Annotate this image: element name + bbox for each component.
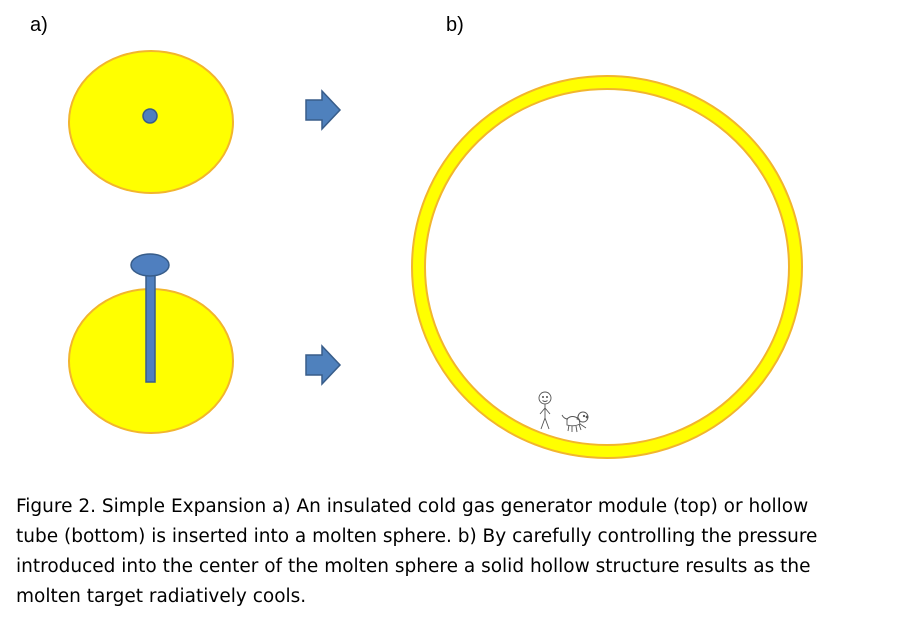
figure-caption: Figure 2. Simple Expansion a) An insulat… bbox=[16, 492, 882, 612]
caption-line: introduced into the center of the molten… bbox=[16, 556, 811, 577]
right-arrow-icon-bottom bbox=[305, 344, 342, 386]
stick-figure-person-icon bbox=[538, 391, 552, 430]
molten-sphere-with-generator bbox=[68, 50, 234, 194]
hollow-tube bbox=[145, 267, 156, 383]
tube-bulb bbox=[130, 253, 170, 277]
right-arrow-icon-top bbox=[305, 89, 342, 131]
expansion-diagram: a) b) bbox=[30, 14, 803, 459]
caption-line: molten target radiatively cools. bbox=[16, 586, 307, 607]
molten-sphere-with-tube bbox=[68, 253, 234, 434]
hollow-sphere-interior bbox=[424, 88, 790, 446]
caption-line: tube (bottom) is inserted into a molten … bbox=[16, 526, 818, 547]
gas-generator-module bbox=[142, 108, 158, 124]
panel-a-label: a) bbox=[30, 14, 48, 36]
dog-icon bbox=[561, 411, 589, 433]
caption-line: Figure 2. Simple Expansion a) An insulat… bbox=[16, 496, 809, 517]
panel-b-label: b) bbox=[446, 14, 464, 36]
hollow-expanded-sphere bbox=[411, 75, 803, 459]
